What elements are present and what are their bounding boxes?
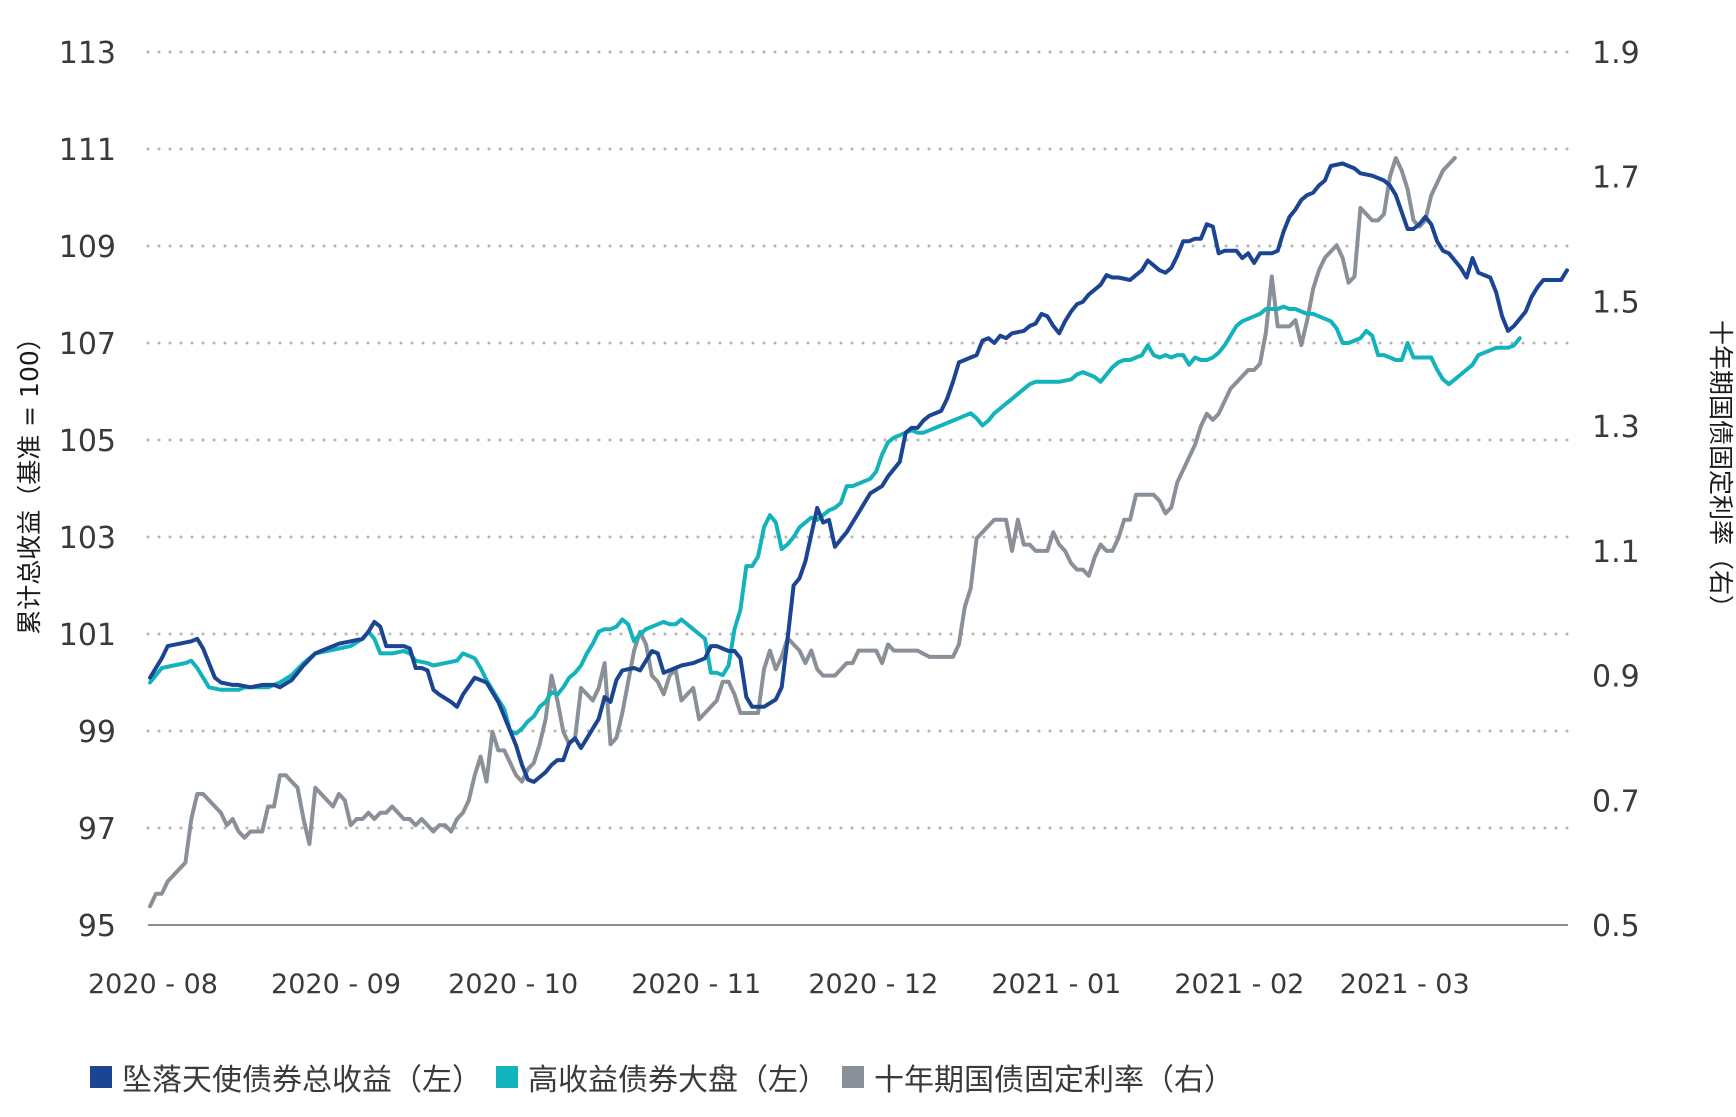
right-tick-label: 1.3 xyxy=(1592,410,1640,445)
legend-item-fallen-angels: 坠落天使债券总收益（左） xyxy=(90,1055,482,1099)
left-axis-title: 累计总收益（基准 = 100） xyxy=(15,325,44,635)
x-tick-label: 2021 - 01 xyxy=(991,969,1121,1000)
left-y-axis: 113 111 109 107 105 103 101 99 97 95 xyxy=(59,36,116,944)
left-tick-label: 111 xyxy=(59,133,116,168)
x-tick-label: 2020 - 10 xyxy=(448,969,578,1000)
legend-label-high-yield: 高收益债券大盘（左） xyxy=(528,1063,828,1098)
legend-item-treasury-10y: 十年期国债固定利率（右） xyxy=(842,1055,1234,1099)
x-tick-label: 2021 - 03 xyxy=(1340,969,1470,1000)
left-tick-label: 95 xyxy=(78,909,116,944)
x-tick-label: 2020 - 12 xyxy=(808,969,938,1000)
right-tick-label: 0.7 xyxy=(1592,784,1640,819)
right-tick-label: 1.9 xyxy=(1592,36,1640,71)
left-tick-label: 107 xyxy=(59,327,116,362)
left-tick-label: 101 xyxy=(59,618,116,653)
left-tick-label: 105 xyxy=(59,424,116,459)
x-tick-label: 2020 - 11 xyxy=(631,969,761,1000)
x-axis: 2020 - 08 2020 - 09 2020 - 10 2020 - 11 2020… xyxy=(88,969,1470,1000)
right-tick-label: 1.7 xyxy=(1592,161,1640,196)
grid-lines xyxy=(146,50,1570,926)
legend: 坠落天使债券总收益（左） 高收益债券大盘（左） 十年期国债固定利率（右） xyxy=(90,1055,1248,1099)
legend-item-high-yield: 高收益债券大盘（左） xyxy=(496,1055,828,1099)
x-tick-label: 2020 - 08 xyxy=(88,969,218,1000)
series-line-fallen-angels xyxy=(148,161,1569,784)
legend-swatch-treasury-10y xyxy=(842,1066,864,1088)
legend-label-treasury-10y: 十年期国债固定利率（右） xyxy=(874,1063,1234,1098)
series-lines xyxy=(148,156,1569,909)
left-tick-label: 103 xyxy=(59,521,116,556)
legend-label-fallen-angels: 坠落天使债券总收益（左） xyxy=(122,1063,482,1098)
left-tick-label: 99 xyxy=(78,715,116,750)
x-tick-label: 2020 - 09 xyxy=(271,969,401,1000)
legend-swatch-fallen-angels xyxy=(90,1066,112,1088)
right-tick-label: 1.5 xyxy=(1592,285,1640,320)
series-line-treasury-10y xyxy=(148,156,1457,909)
left-tick-label: 97 xyxy=(78,812,116,847)
left-tick-label: 109 xyxy=(59,230,116,265)
series-line-high-yield xyxy=(148,304,1522,736)
right-y-axis: 1.9 1.7 1.5 1.3 1.1 0.9 0.7 0.5 xyxy=(1592,36,1640,944)
x-tick-label: 2021 - 02 xyxy=(1174,969,1304,1000)
right-tick-label: 1.1 xyxy=(1592,535,1640,570)
right-tick-label: 0.5 xyxy=(1592,909,1640,944)
right-axis-title: 十年期国债固定利率（右） xyxy=(1706,320,1735,620)
legend-swatch-high-yield xyxy=(496,1066,518,1088)
right-tick-label: 0.9 xyxy=(1592,660,1640,695)
left-tick-label: 113 xyxy=(59,36,116,71)
